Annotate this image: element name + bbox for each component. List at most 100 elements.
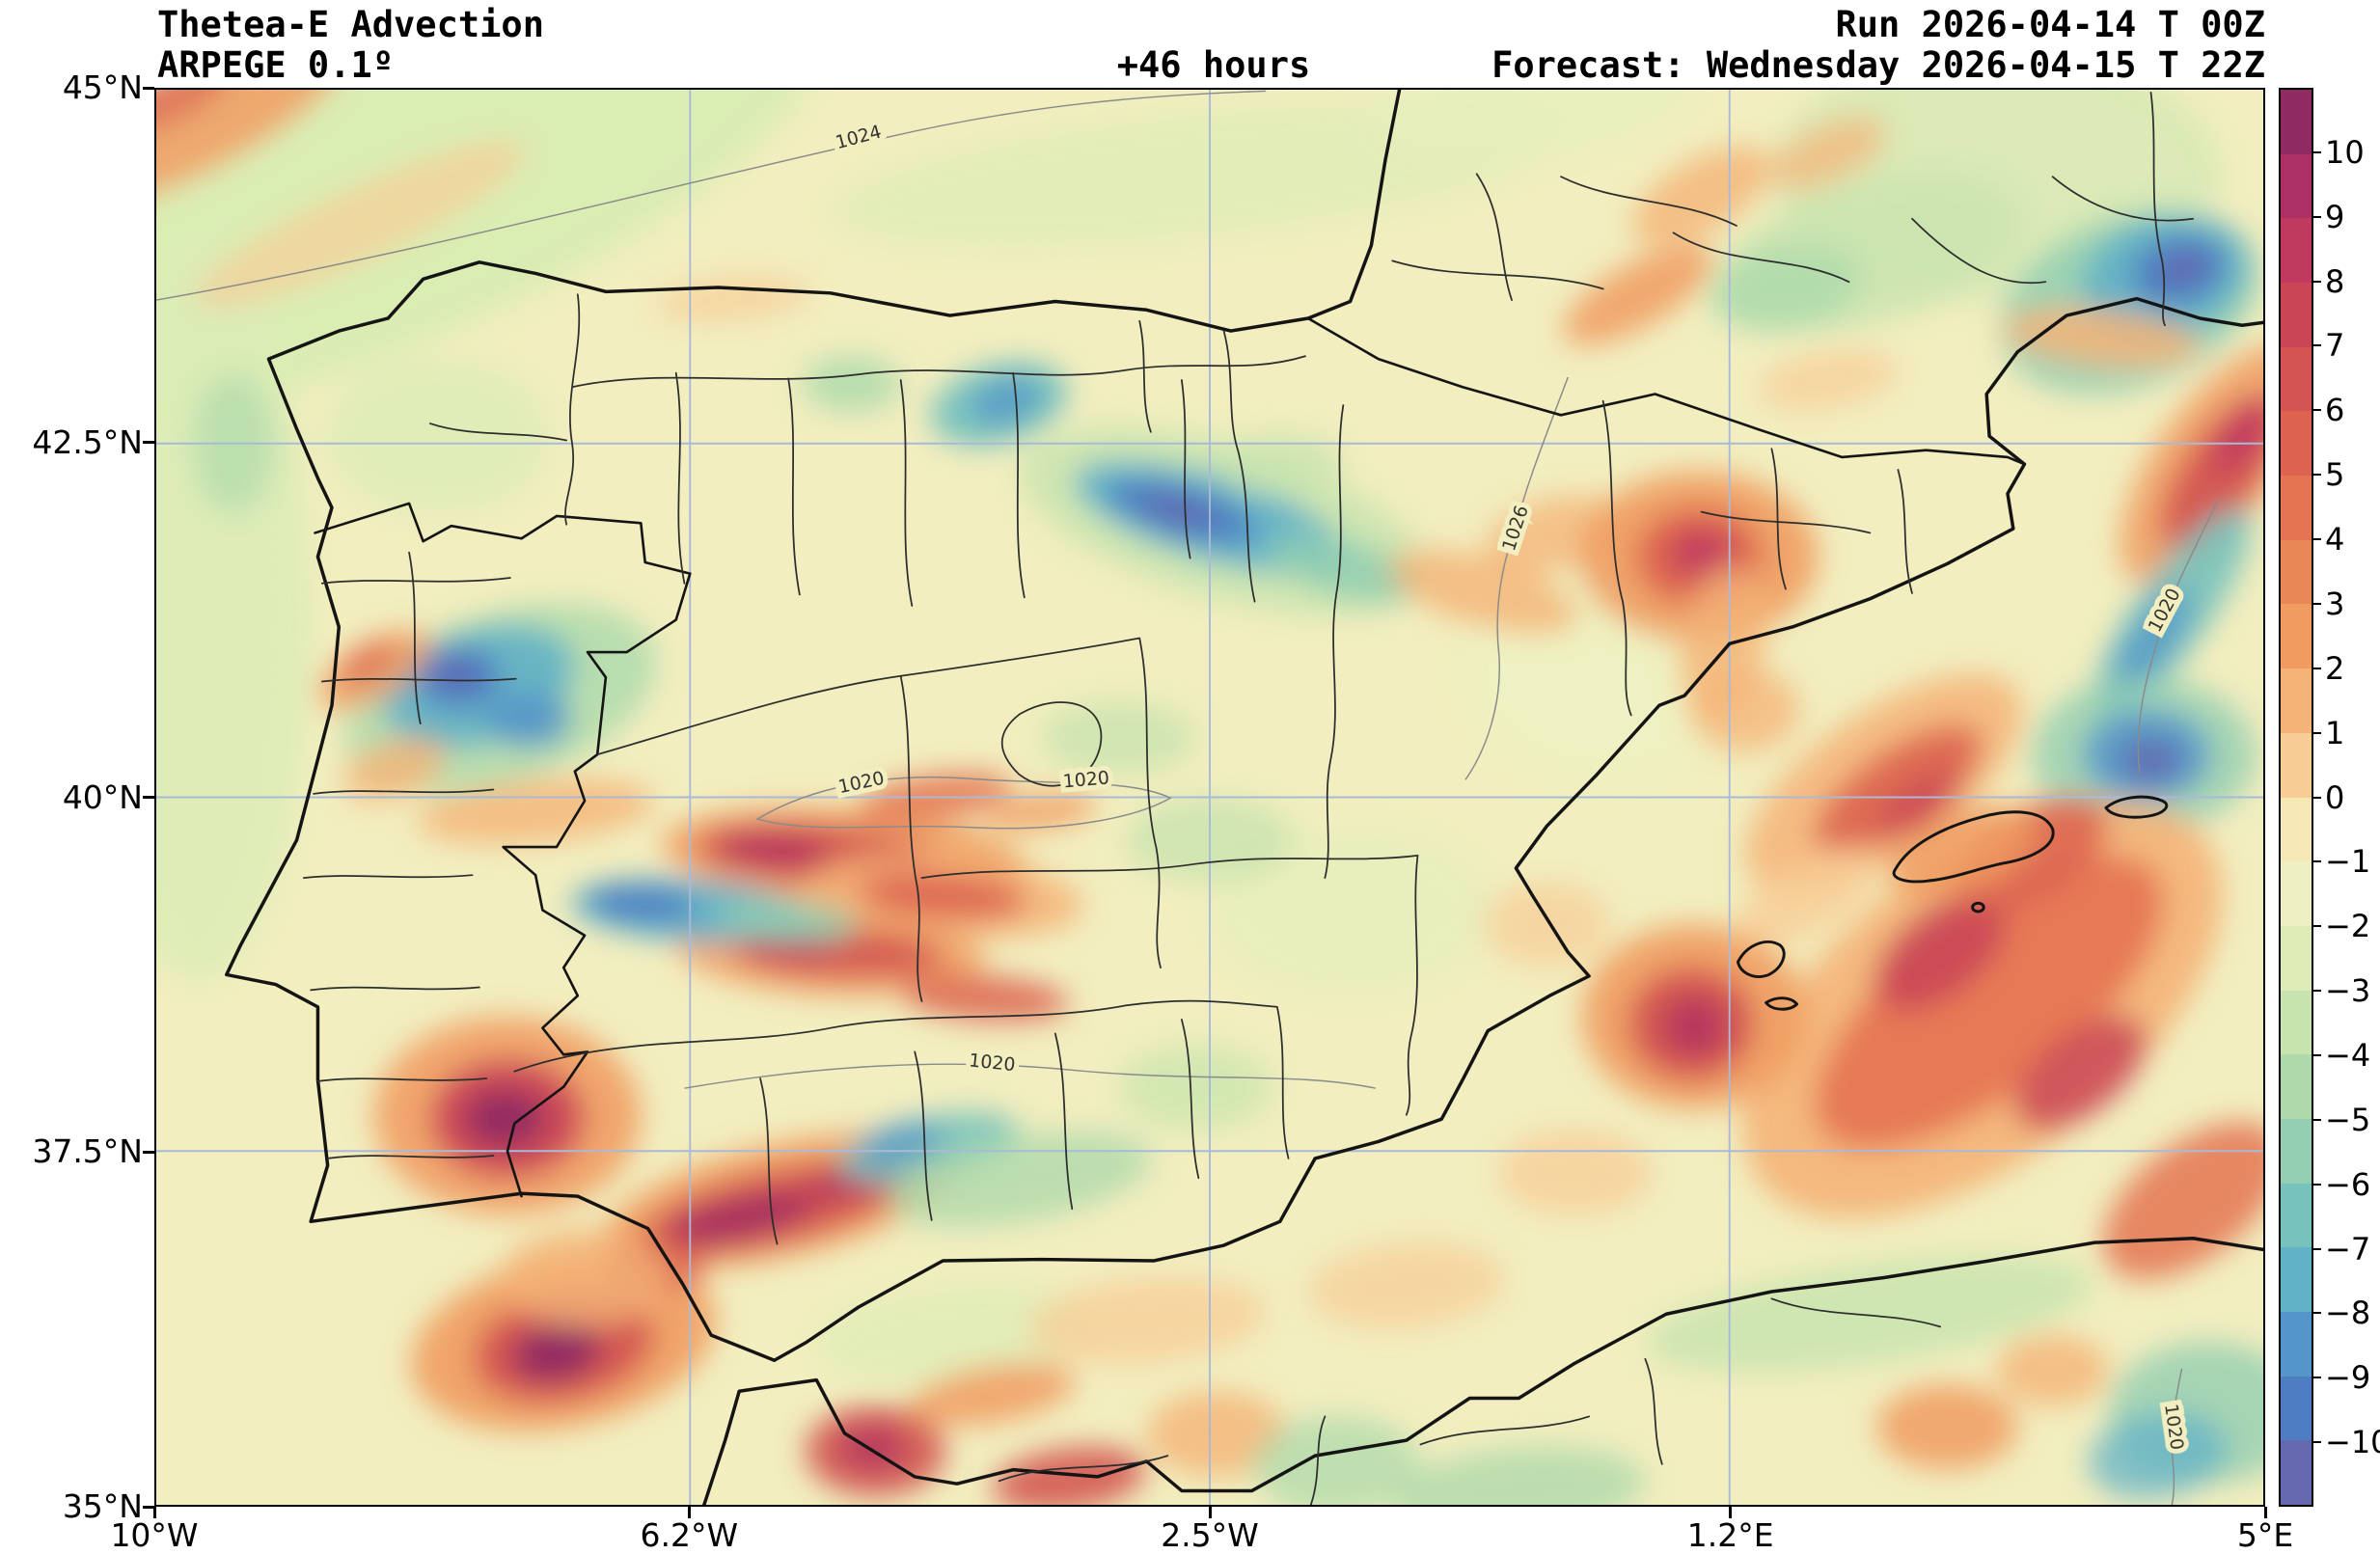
advection-field-blob xyxy=(1737,847,1876,946)
colorbar-tick-label: −10 xyxy=(2325,1424,2380,1461)
y-axis-tick-label: 45°N xyxy=(62,68,143,106)
colorbar-segment xyxy=(2281,925,2312,992)
advection-field-blob xyxy=(1874,894,2007,1012)
advection-field-blob xyxy=(2120,739,2182,782)
colorbar-tick xyxy=(2313,925,2321,928)
colorbar-segment xyxy=(2281,797,2312,862)
colorbar-segment xyxy=(2281,90,2312,155)
x-axis-tick xyxy=(687,1507,691,1518)
advection-field-blob xyxy=(1814,724,1983,856)
chart-title: Thetea-E Advection xyxy=(157,4,544,45)
colorbar-segment xyxy=(2281,861,2312,927)
isobar-1020-south xyxy=(684,1063,1376,1089)
colorbar-tick xyxy=(2313,860,2321,863)
advection-field-blob xyxy=(1996,1334,2109,1406)
x-axis-tick-label: 2.5°W xyxy=(1161,1516,1259,1554)
advection-field-blob xyxy=(970,378,1042,424)
menorca-coastline xyxy=(2104,795,2169,819)
boundaries-north-africa xyxy=(998,1297,1941,1505)
ibiza-coastline xyxy=(1737,941,1786,978)
advection-field-blob xyxy=(1308,1241,1505,1329)
advection-field-blob xyxy=(889,1131,1152,1228)
colorbar-tick xyxy=(2313,731,2321,734)
colorbar-tick-label: 2 xyxy=(2325,649,2345,687)
x-axis-tick-label: 1.2°E xyxy=(1686,1516,1774,1554)
department-boundaries-france xyxy=(1391,92,2195,327)
advection-field-blob xyxy=(985,791,1098,832)
province-boundaries-north xyxy=(429,293,1345,761)
province-boundaries-south xyxy=(513,999,1290,1245)
y-axis-tick xyxy=(143,441,154,445)
colorbar-tick-label: 4 xyxy=(2325,521,2345,559)
advection-field-blob xyxy=(339,642,396,683)
advection-field-blob xyxy=(511,1322,601,1381)
colorbar-tick-label: 8 xyxy=(2325,262,2345,300)
advection-field-blob xyxy=(1118,1045,1273,1131)
advection-field-blob xyxy=(1251,1415,1421,1505)
advection-field-blob xyxy=(1663,997,1726,1055)
colorbar-tick-label: −7 xyxy=(2325,1230,2371,1268)
chart-model-label: ARPEGE 0.1º xyxy=(157,44,395,86)
advection-field-blob xyxy=(1217,433,1344,497)
isobar-1020-central-loop xyxy=(755,776,1172,830)
cabrera-coastline xyxy=(1971,901,1985,913)
colorbar-segment xyxy=(2281,1247,2312,1313)
colorbar-segment xyxy=(2281,1440,2312,1505)
advection-field-blob xyxy=(1631,146,1771,246)
advection-field-blob xyxy=(1140,492,1217,528)
colorbar-tick xyxy=(2313,1183,2321,1186)
advection-field-blob xyxy=(416,778,655,845)
advection-field-blob xyxy=(1392,1447,1645,1505)
advection-field-blob xyxy=(1268,533,1418,603)
colorbar-tick-label: −4 xyxy=(2325,1036,2371,1074)
advection-field-blob xyxy=(1210,825,1491,995)
isobar-1026 xyxy=(1464,376,1569,780)
isobar-layer xyxy=(156,90,2220,1505)
colorbar-segment xyxy=(2281,1376,2312,1441)
colorbar-tick xyxy=(2313,990,2321,993)
colorbar-tick-label: −6 xyxy=(2325,1165,2371,1203)
colorbar-tick-label: −2 xyxy=(2325,908,2371,945)
coastline-layer xyxy=(225,90,2263,1505)
colorbar-segment xyxy=(2281,1054,2312,1120)
advection-field-blob xyxy=(2088,1411,2228,1499)
colorbar-segment xyxy=(2281,218,2312,284)
colorbar-tick xyxy=(2313,150,2321,153)
forecast-time-label: Forecast: Wednesday 2026-04-15 T 22Z xyxy=(1491,44,2265,86)
colorbar-tick xyxy=(2313,1377,2321,1379)
y-axis-tick-label: 37.5°N xyxy=(32,1132,143,1171)
y-axis-tick-label: 42.5°N xyxy=(32,423,143,461)
spain-france-border xyxy=(1306,316,2026,466)
colorbar-tick-label: 3 xyxy=(2325,585,2345,622)
colorbar-segment xyxy=(2281,604,2312,669)
colorbar-tick-label: −5 xyxy=(2325,1101,2371,1138)
x-axis-tick-label: 5°E xyxy=(2236,1516,2294,1554)
advection-field-blob xyxy=(859,872,1027,920)
advection-field-blob xyxy=(816,1284,1098,1386)
colorbar-tick xyxy=(2313,1312,2321,1315)
colorbar-tick-label: 7 xyxy=(2325,327,2345,365)
advection-field-blob xyxy=(588,885,695,922)
advection-field-blob xyxy=(1563,244,1713,345)
colorbar-tick-label: −8 xyxy=(2325,1295,2371,1332)
advection-field-blob xyxy=(193,140,527,308)
colorbar-tick xyxy=(2313,474,2321,477)
colorbar-tick xyxy=(2313,602,2321,605)
colorbar-segment xyxy=(2281,411,2312,477)
advection-field-blob xyxy=(718,900,859,944)
colorbar-tick xyxy=(2313,538,2321,541)
colorbar-tick xyxy=(2313,1053,2321,1056)
advection-field-blob xyxy=(1876,1384,2018,1470)
advection-field-blob xyxy=(1483,882,1610,968)
advection-field-blob xyxy=(2014,1016,2147,1131)
isobar-1020-southeast xyxy=(2171,1368,2183,1505)
colorbar-segment xyxy=(2281,1311,2312,1377)
advection-field-blob xyxy=(1758,349,1898,411)
advection-field-blob xyxy=(324,358,550,515)
y-axis-tick xyxy=(143,1505,154,1509)
advection-field-blob xyxy=(2212,399,2263,474)
colorbar-tick-label: 6 xyxy=(2325,392,2345,429)
x-axis-tick xyxy=(1729,1507,1733,1518)
advection-field-blob xyxy=(500,1228,670,1328)
